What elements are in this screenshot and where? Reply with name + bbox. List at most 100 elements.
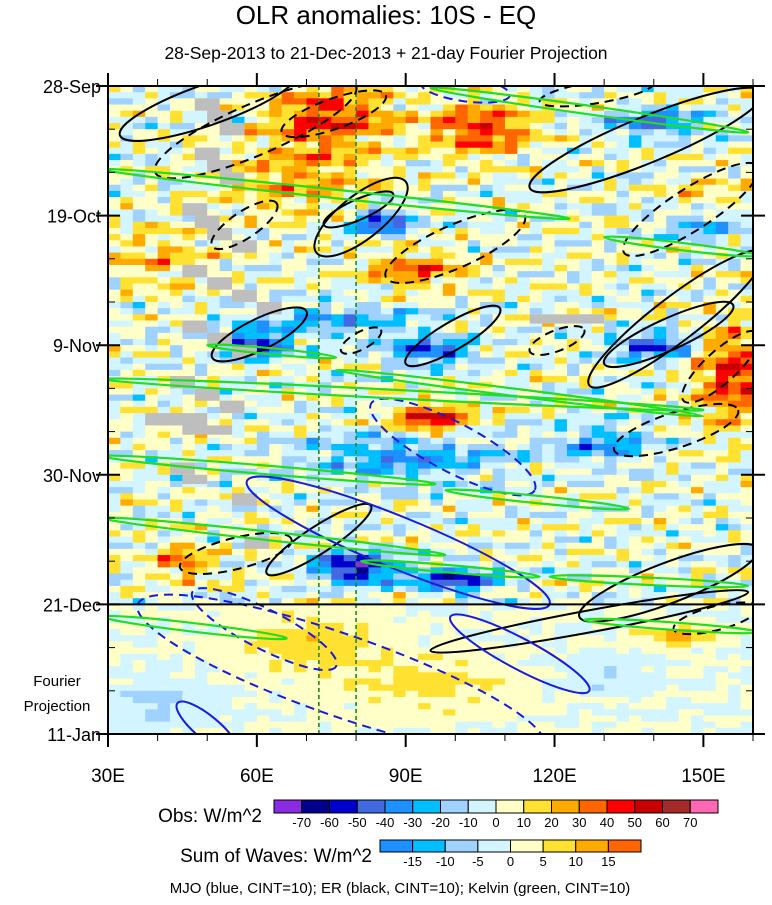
- field-cell: [306, 585, 320, 593]
- field-cell: [182, 443, 196, 451]
- field-cell: [504, 419, 518, 427]
- field-cell: [529, 579, 543, 587]
- field-cell: [318, 147, 332, 155]
- field-cell: [678, 425, 692, 433]
- field-cell: [591, 548, 605, 556]
- field-cell: [318, 209, 332, 217]
- field-cell: [740, 666, 753, 673]
- field-cell: [368, 450, 382, 457]
- field-cell: [529, 400, 543, 408]
- field-cell: [331, 579, 345, 587]
- field-cell: [170, 394, 184, 402]
- field-cell: [306, 160, 320, 167]
- field-cell: [554, 86, 568, 93]
- field-cell: [269, 116, 283, 124]
- field-cell: [628, 487, 642, 494]
- field-cell: [405, 616, 419, 624]
- field-cell: [294, 332, 308, 340]
- field-cell: [542, 326, 556, 334]
- field-cell: [715, 246, 729, 254]
- field-cell: [170, 234, 184, 241]
- field-cell: [604, 302, 618, 309]
- field-cell: [728, 197, 742, 204]
- field-cell: [294, 116, 308, 124]
- field-cell: [120, 561, 134, 568]
- field-cell: [653, 592, 667, 599]
- field-cell: [356, 160, 370, 167]
- field-cell: [529, 622, 543, 630]
- field-cell: [566, 308, 580, 315]
- field-cell: [579, 129, 593, 136]
- field-cell: [207, 184, 221, 192]
- field-cell: [294, 641, 308, 649]
- field-cell: [715, 666, 729, 673]
- field-cell: [455, 394, 469, 402]
- field-cell: [430, 585, 444, 593]
- field-cell: [281, 240, 295, 248]
- field-cell: [157, 604, 171, 612]
- field-cell: [331, 659, 345, 667]
- field-cell: [306, 110, 320, 118]
- field-cell: [467, 129, 481, 136]
- field-cell: [604, 172, 618, 180]
- field-cell: [182, 227, 196, 235]
- field-cell: [244, 326, 258, 334]
- field-cell: [554, 499, 568, 507]
- field-cell: [393, 123, 407, 130]
- field-cell: [132, 295, 146, 303]
- field-cell: [666, 332, 680, 340]
- field-cell: [368, 289, 382, 297]
- field-cell: [604, 425, 618, 433]
- field-cell: [715, 530, 729, 538]
- field-cell: [529, 604, 543, 612]
- field-cell: [108, 555, 122, 562]
- field-cell: [740, 221, 753, 229]
- field-cell: [120, 443, 134, 451]
- field-cell: [728, 530, 742, 538]
- field-cell: [145, 511, 159, 519]
- field-cell: [120, 86, 134, 93]
- field-cell: [542, 221, 556, 229]
- field-cell: [108, 357, 122, 365]
- field-cell: [542, 542, 556, 550]
- field-cell: [256, 431, 270, 439]
- field-cell: [343, 622, 357, 630]
- field-cell: [244, 227, 258, 235]
- field-cell: [442, 406, 456, 414]
- field-cell: [529, 666, 543, 673]
- field-cell: [566, 536, 580, 544]
- field-cell: [380, 252, 394, 260]
- field-cell: [628, 672, 642, 680]
- field-cell: [207, 178, 221, 186]
- field-cell: [132, 351, 146, 359]
- field-cell: [120, 104, 134, 112]
- field-cell: [256, 480, 270, 488]
- field-cell: [219, 141, 233, 149]
- field-cell: [467, 419, 481, 427]
- field-cell: [678, 332, 692, 340]
- field-cell: [368, 647, 382, 655]
- field-cell: [108, 647, 122, 655]
- field-cell: [690, 524, 704, 531]
- field-cell: [418, 92, 432, 99]
- field-cell: [517, 221, 531, 229]
- field-cell: [455, 493, 469, 501]
- field-cell: [244, 394, 258, 402]
- field-cell: [690, 659, 704, 667]
- field-cell: [616, 635, 630, 643]
- field-cell: [281, 376, 295, 383]
- field-cell: [108, 258, 122, 266]
- field-cell: [566, 573, 580, 581]
- field-cell: [504, 116, 518, 124]
- field-cell: [281, 499, 295, 507]
- field-cell: [368, 246, 382, 254]
- field-cell: [492, 456, 506, 464]
- field-cell: [703, 659, 717, 667]
- field-cell: [641, 246, 655, 254]
- field-cell: [120, 123, 134, 130]
- field-cell: [380, 672, 394, 680]
- field-cell: [269, 468, 283, 476]
- field-cell: [604, 357, 618, 365]
- field-cell: [554, 561, 568, 568]
- field-cell: [343, 376, 357, 383]
